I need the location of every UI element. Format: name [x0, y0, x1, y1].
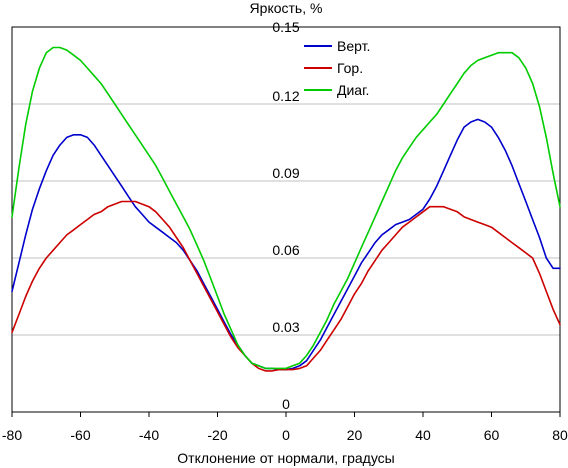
plot-frame [11, 26, 561, 413]
legend-label: Гор. [337, 60, 363, 76]
grid-layer [12, 103, 560, 336]
y-tick-label: 0.06 [272, 242, 299, 258]
y-tick-label: 0.15 [272, 19, 299, 35]
x-tick-label: -20 [207, 427, 227, 443]
x-tick-label: 0 [282, 427, 290, 443]
series-layer [11, 46, 561, 372]
legend-label: Верт. [337, 38, 370, 54]
y-tick-label: 0.09 [272, 165, 299, 181]
x-tick-label: -40 [139, 427, 159, 443]
y-tick-label: 0 [282, 396, 290, 412]
series-line-2 [11, 200, 561, 372]
tick-layer: 0 0.03 0.06 0.09 0.12 0.15 -80 -60 -40 -20 0 20 40 60… [2, 19, 568, 443]
x-tick-label: 60 [484, 427, 500, 443]
x-tick-label: -80 [2, 427, 22, 443]
x-axis-label: Отклонение от нормали, градусы [177, 450, 394, 466]
x-tick-label: 40 [415, 427, 431, 443]
legend: Верт. Гор. Диаг. [304, 38, 370, 98]
x-tick-label: -60 [70, 427, 90, 443]
x-tick-label: 20 [347, 427, 363, 443]
y-tick-label: 0.12 [272, 88, 299, 104]
legend-label: Диаг. [337, 82, 369, 98]
y-tick-label: 0.03 [272, 319, 299, 335]
x-tick-label: 80 [552, 427, 568, 443]
y-axis-label: Яркость, % [250, 0, 323, 16]
series-line-3 [11, 46, 561, 370]
